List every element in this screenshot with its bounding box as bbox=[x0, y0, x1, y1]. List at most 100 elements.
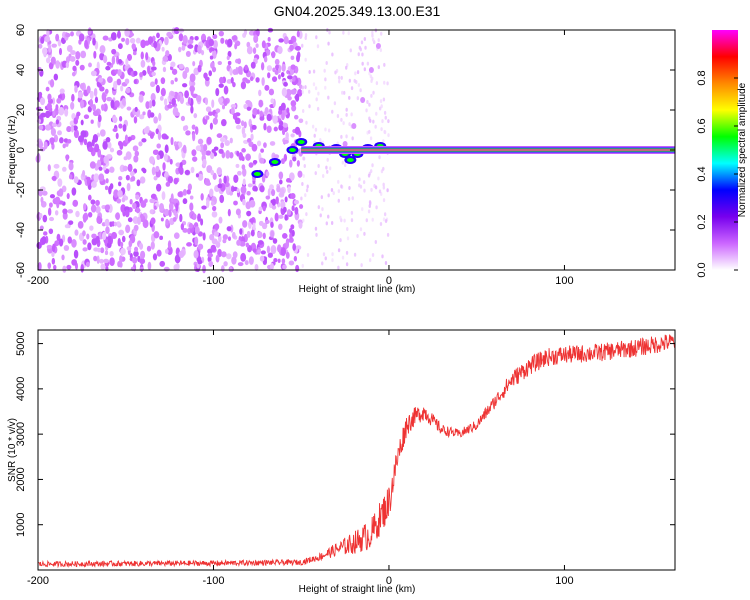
spectrogram-cell bbox=[305, 212, 308, 217]
spectrogram-cell bbox=[82, 213, 89, 222]
spectrogram-cell bbox=[380, 127, 383, 132]
spectrogram-cell bbox=[257, 249, 262, 254]
y-tick-label: 60 bbox=[15, 24, 27, 36]
spectrogram-cell bbox=[259, 116, 265, 121]
spectrogram-cell bbox=[249, 199, 256, 208]
spectrogram-cell bbox=[293, 255, 298, 262]
spectrogram-cell bbox=[337, 189, 341, 194]
spectrogram-cell bbox=[191, 81, 196, 86]
spectrogram-cell bbox=[134, 246, 139, 252]
spectrogram-cell bbox=[90, 70, 97, 77]
spectrogram-cell bbox=[47, 93, 52, 101]
spectrogram-cell bbox=[283, 36, 289, 45]
spectrogram-cell bbox=[345, 134, 348, 139]
spectral-line-core bbox=[301, 149, 675, 151]
spectrogram-cell bbox=[75, 51, 81, 60]
spectrogram-cell bbox=[256, 109, 260, 115]
spectrogram-cell bbox=[358, 183, 361, 188]
spectrogram-cell bbox=[93, 87, 98, 97]
spectrogram-cell bbox=[245, 242, 250, 248]
spectrogram-cell bbox=[225, 150, 231, 159]
spectrogram-cell bbox=[237, 58, 242, 65]
spectrogram-cell bbox=[96, 159, 101, 167]
spectrogram-cell bbox=[111, 221, 115, 227]
spectrogram-cell bbox=[259, 185, 265, 193]
spectrogram-cell bbox=[71, 239, 77, 248]
spectrogram-cell bbox=[256, 140, 262, 147]
spectrogram-cell bbox=[97, 114, 102, 123]
spectrogram-cell bbox=[120, 85, 124, 92]
spectrogram-cell bbox=[258, 206, 263, 212]
spectrogram-cell bbox=[124, 209, 130, 218]
spectrogram-cell bbox=[93, 173, 100, 182]
spectrogram-cell bbox=[301, 85, 305, 90]
spectrogram-cell bbox=[54, 210, 59, 216]
spectrogram-cell bbox=[147, 65, 151, 75]
spectrogram-cell bbox=[133, 250, 139, 257]
spectrogram-cell bbox=[341, 255, 345, 260]
spectrogram-cell bbox=[46, 28, 50, 37]
spectrogram-cell bbox=[312, 82, 316, 87]
spectrogram-track-core bbox=[346, 158, 354, 162]
spectrogram-cell bbox=[132, 145, 139, 152]
spectrogram-cell bbox=[71, 71, 76, 77]
spectrogram-cell bbox=[214, 223, 220, 230]
spectrogram-cell bbox=[246, 230, 251, 238]
spectrogram-cell bbox=[92, 110, 99, 117]
x-tick-label: -200 bbox=[27, 575, 49, 587]
spectrogram-x-label: Height of straight line (km) bbox=[299, 284, 416, 295]
spectrogram-cell bbox=[280, 72, 285, 78]
snr-x-ticks: -200 -100 0 100 bbox=[27, 330, 574, 587]
spectrogram-cell bbox=[86, 85, 91, 94]
spectrogram-cell bbox=[147, 261, 152, 271]
spectrogram-cell bbox=[331, 52, 334, 57]
spectrogram-cell bbox=[132, 256, 138, 264]
spectrogram-cell bbox=[348, 174, 351, 179]
spectrogram-cell bbox=[136, 216, 142, 225]
spectrogram-cell bbox=[356, 70, 360, 75]
y-tick-label: 40 bbox=[15, 64, 27, 76]
y-tick-label: 3000 bbox=[15, 422, 27, 446]
spectrogram-cell bbox=[185, 130, 191, 136]
spectrogram-cell bbox=[188, 222, 194, 229]
spectrogram-cell bbox=[272, 67, 276, 73]
spectrogram-cell bbox=[116, 198, 122, 204]
spectrogram-cell bbox=[48, 44, 52, 53]
spectrogram-cell bbox=[184, 90, 189, 99]
spectrogram-cell bbox=[173, 232, 180, 240]
spectrogram-cell bbox=[260, 148, 264, 153]
spectrogram-cell bbox=[51, 257, 56, 265]
spectrogram-cell bbox=[77, 220, 84, 229]
spectrogram-cell bbox=[206, 136, 212, 145]
spectrogram-cell bbox=[51, 122, 58, 127]
spectrogram-cell bbox=[321, 174, 325, 179]
spectrogram-cell bbox=[246, 210, 252, 217]
spectrogram-cell bbox=[103, 155, 110, 164]
spectrogram-cell bbox=[285, 178, 291, 183]
spectrogram-cell bbox=[42, 47, 48, 55]
spectrogram-cell bbox=[189, 73, 196, 83]
spectrogram-cell bbox=[216, 167, 223, 176]
spectrogram-cell bbox=[189, 195, 194, 200]
spectrogram-cell bbox=[125, 87, 131, 94]
spectrogram-cell bbox=[252, 248, 257, 253]
spectrogram-cell bbox=[151, 166, 156, 176]
spectrogram-cell bbox=[69, 56, 76, 62]
spectrogram-cell bbox=[229, 151, 234, 159]
spectrogram-cell bbox=[177, 191, 183, 198]
spectrogram-cell bbox=[40, 112, 47, 118]
spectrogram-cell bbox=[308, 69, 311, 74]
spectrogram-cell bbox=[197, 259, 203, 265]
spectrogram-cell bbox=[287, 75, 293, 80]
spectrogram-cell bbox=[266, 125, 272, 133]
spectrogram-cell bbox=[78, 33, 85, 42]
spectrogram-cell bbox=[61, 254, 65, 261]
spectrogram-cell bbox=[347, 31, 350, 36]
spectrogram-cell bbox=[178, 63, 184, 70]
spectrogram-cell bbox=[140, 51, 144, 60]
spectrogram-cell bbox=[173, 177, 179, 185]
spectrogram-curve-point bbox=[368, 67, 374, 73]
spectrogram-cell bbox=[75, 210, 80, 218]
spectrogram-cell bbox=[117, 189, 123, 198]
spectrogram-cell bbox=[165, 218, 169, 226]
